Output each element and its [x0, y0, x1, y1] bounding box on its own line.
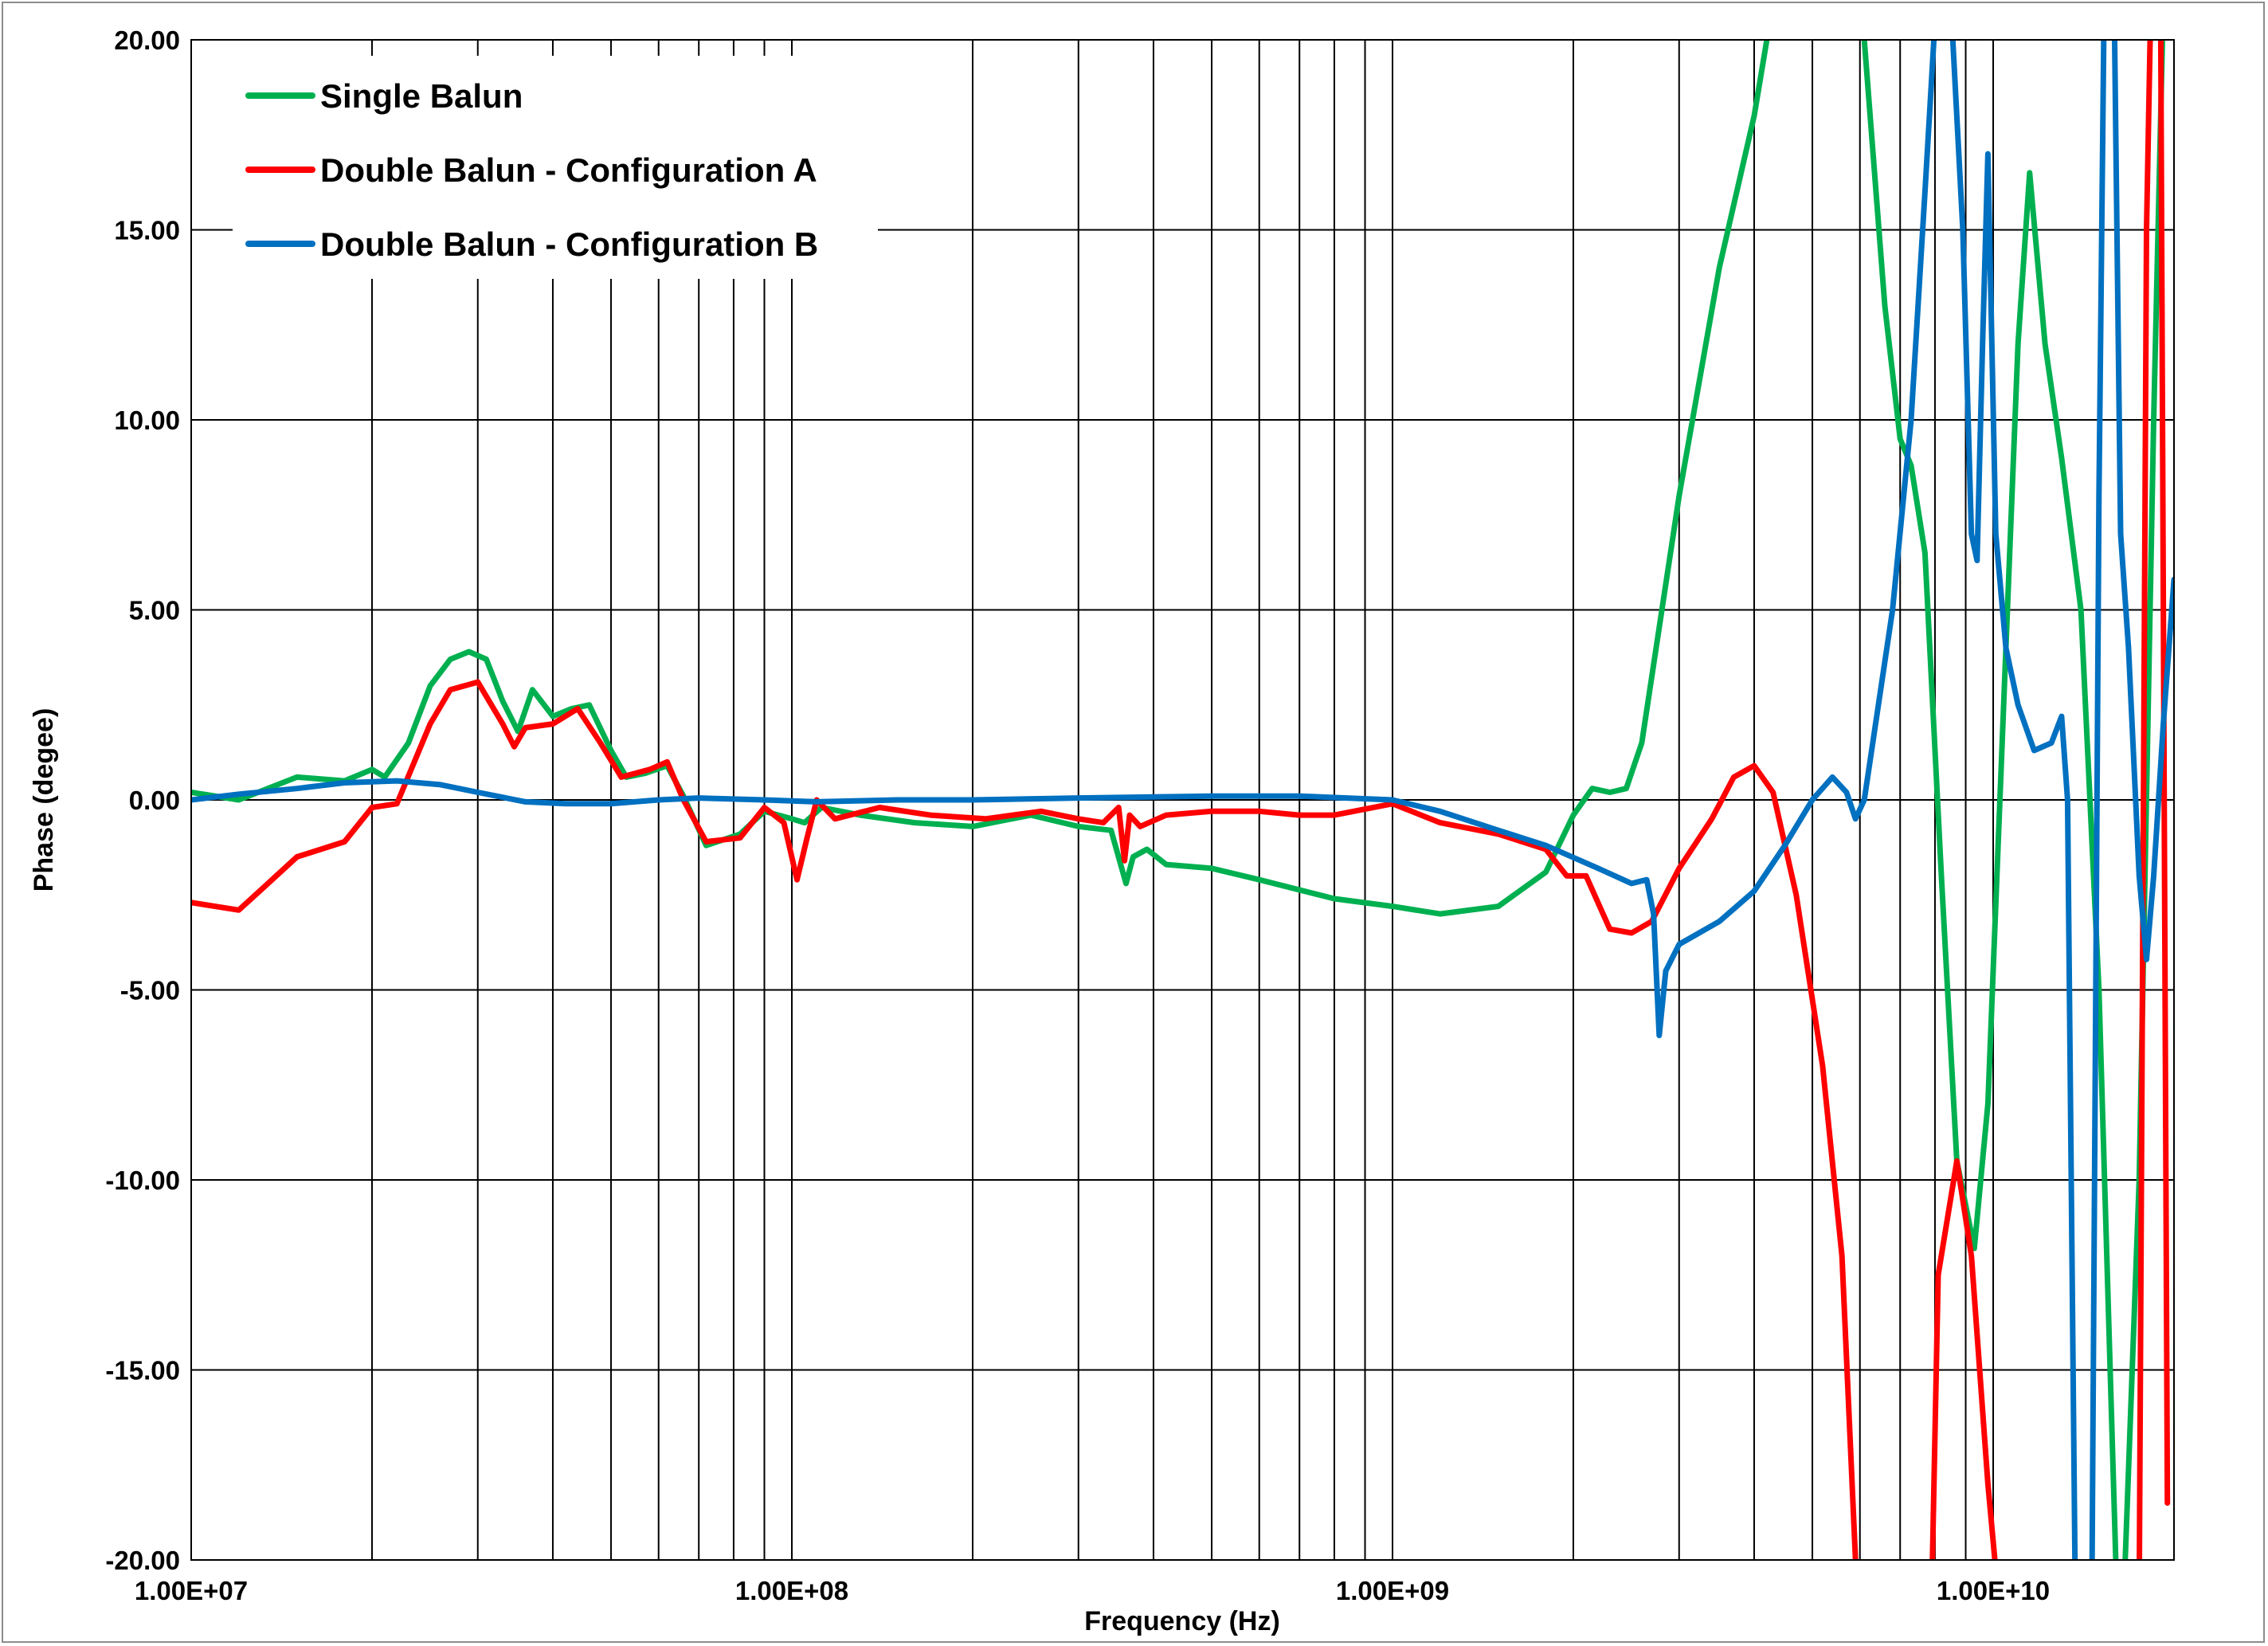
x-tick-label: 1.00E+09 [1336, 1576, 1449, 1605]
y-tick-label: 20.00 [114, 25, 180, 55]
y-tick-label: -20.00 [105, 1546, 180, 1575]
y-tick-label: -10.00 [105, 1166, 180, 1195]
legend-label-3: Double Balun - Configuration B [320, 225, 818, 263]
legend-label-1: Single Balun [320, 77, 523, 115]
legend: Single Balun Double Balun - Configuration… [233, 56, 878, 279]
series-line-1 [191, 40, 2166, 1560]
y-tick-label: 15.00 [114, 216, 180, 245]
series-line-3 [191, 40, 2174, 1560]
series-line-2 [191, 40, 2171, 1560]
y-tick-label: 5.00 [129, 596, 180, 625]
legend-label-2: Double Balun - Configuration A [320, 151, 817, 189]
y-axis-ticks: 20.00 15.00 10.00 5.00 0.00 -5.00 -10.00 -15.00… [105, 25, 180, 1575]
series-lines [191, 40, 2174, 1560]
x-axis-title: Frequency (Hz) [1084, 1606, 1280, 1636]
plot-area-border [190, 39, 2175, 1561]
y-tick-label: -5.00 [120, 976, 180, 1005]
y-tick-label: 10.00 [114, 406, 180, 435]
y-axis-title: Phase (degee) [29, 708, 59, 892]
y-tick-label: -15.00 [105, 1356, 180, 1385]
legend-background [233, 56, 878, 279]
x-axis-ticks: 1.00E+07 1.00E+08 1.00E+09 1.00E+10 [135, 1576, 2050, 1605]
y-tick-label: 0.00 [129, 786, 180, 815]
x-tick-label: 1.00E+07 [135, 1576, 248, 1605]
x-tick-label: 1.00E+10 [1937, 1576, 2050, 1605]
x-tick-label: 1.00E+08 [735, 1576, 848, 1605]
